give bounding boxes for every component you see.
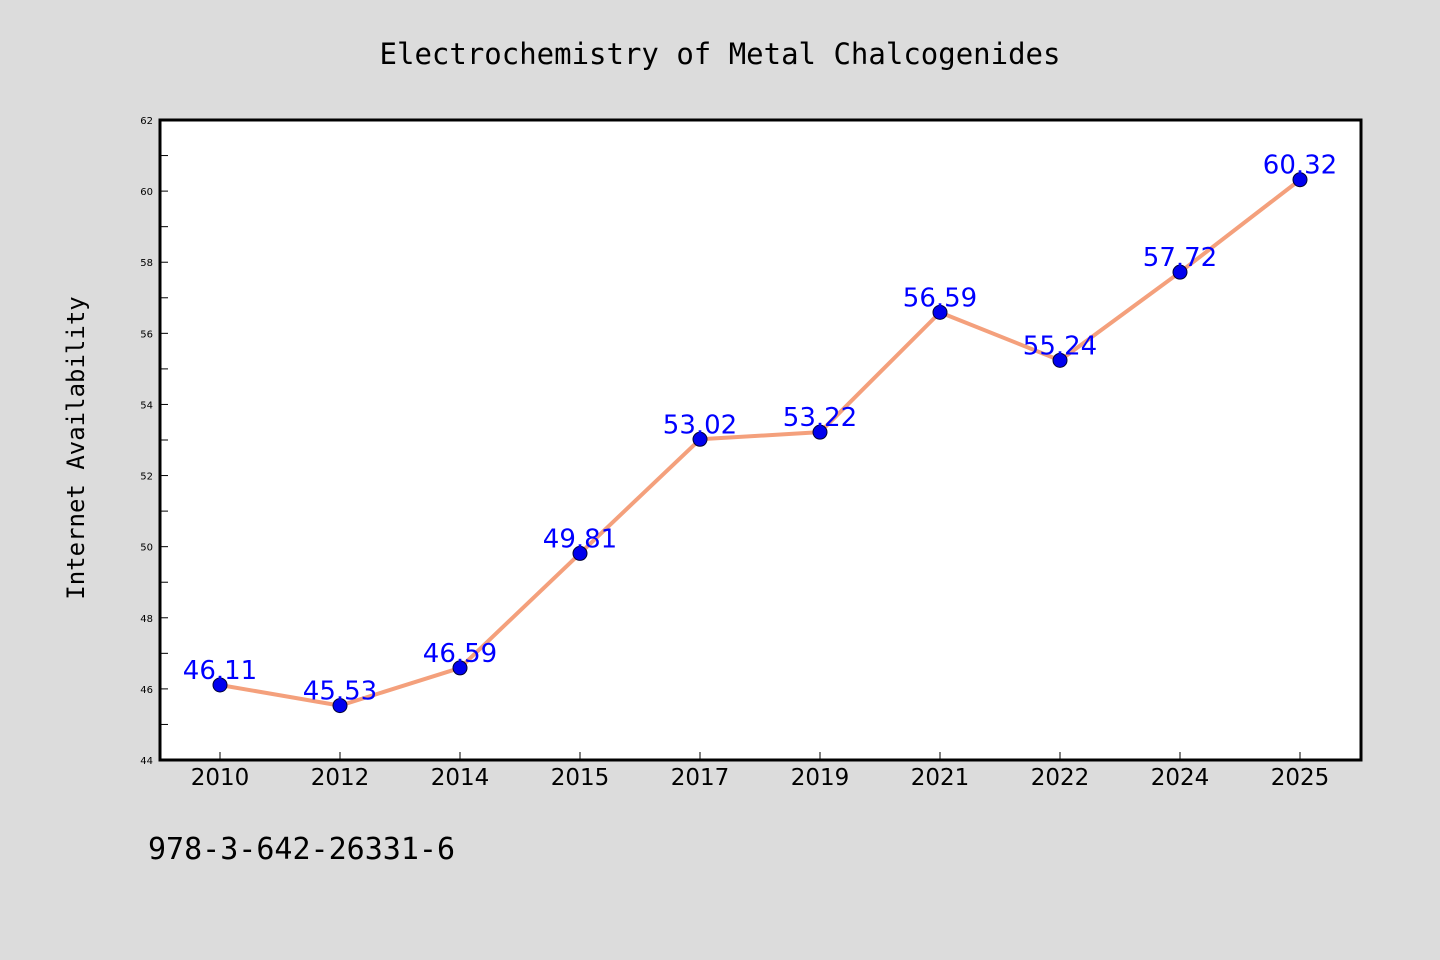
data-label: 56.59 xyxy=(903,283,977,313)
data-point-marker xyxy=(332,698,348,714)
x-tick-label: 2024 xyxy=(1151,765,1210,791)
y-tick-label: 48 xyxy=(140,614,153,625)
plot-area xyxy=(158,118,1363,762)
data-point-marker xyxy=(1172,264,1188,280)
y-tick-label: 52 xyxy=(140,472,153,483)
y-axis-ticks: 44 46 48 50 52 54 56 58 60 62 xyxy=(140,116,168,767)
chart-title: Electrochemistry of Metal Chalcogenides xyxy=(380,37,1061,71)
x-tick-label: 2017 xyxy=(671,765,730,791)
data-label: 45.53 xyxy=(303,677,377,707)
data-label: 46.11 xyxy=(183,656,257,686)
y-tick-label: 58 xyxy=(140,258,153,269)
data-markers xyxy=(212,172,1308,714)
x-tick-label: 2014 xyxy=(431,765,490,791)
y-tick-label: 56 xyxy=(140,329,153,340)
data-label: 49.81 xyxy=(543,524,617,554)
x-tick-label: 2021 xyxy=(911,765,970,791)
x-axis-ticks: 2010 2012 2014 2015 2017 2019 2021 2022 2024 2025 xyxy=(191,752,1330,791)
data-label: 60.32 xyxy=(1263,151,1337,181)
data-point-marker xyxy=(1052,352,1068,368)
x-tick-label: 2025 xyxy=(1271,765,1330,791)
data-point-marker xyxy=(452,660,468,676)
data-label: 57.72 xyxy=(1143,243,1217,273)
series-line xyxy=(219,178,1302,708)
data-label: 53.02 xyxy=(663,410,737,440)
data-point-marker xyxy=(212,677,228,693)
x-tick-label: 2010 xyxy=(191,765,250,791)
data-labels: 46.11 45.53 46.59 49.81 53.02 53.22 56.59 55.24… xyxy=(183,151,1337,707)
data-label: 46.59 xyxy=(423,639,497,669)
y-tick-label: 46 xyxy=(140,685,153,696)
data-point-marker xyxy=(932,304,948,320)
data-point-marker xyxy=(812,424,828,440)
x-tick-label: 2012 xyxy=(311,765,370,791)
y-tick-label: 62 xyxy=(140,116,153,127)
x-tick-label: 2015 xyxy=(551,765,610,791)
y-tick-label: 50 xyxy=(140,543,153,554)
x-tick-label: 2019 xyxy=(791,765,850,791)
data-label: 53.22 xyxy=(783,403,857,433)
data-point-marker xyxy=(1292,172,1308,188)
data-point-marker xyxy=(572,545,588,561)
data-point-marker xyxy=(692,431,708,447)
y-axis-label: Internet Availability xyxy=(62,296,90,599)
x-tick-label: 2022 xyxy=(1031,765,1090,791)
footer-code: 978-3-642-26331-6 xyxy=(148,832,456,867)
data-label: 55.24 xyxy=(1023,331,1097,361)
y-tick-label: 60 xyxy=(140,187,153,198)
y-tick-label: 44 xyxy=(140,756,153,767)
y-tick-label: 54 xyxy=(140,400,153,411)
